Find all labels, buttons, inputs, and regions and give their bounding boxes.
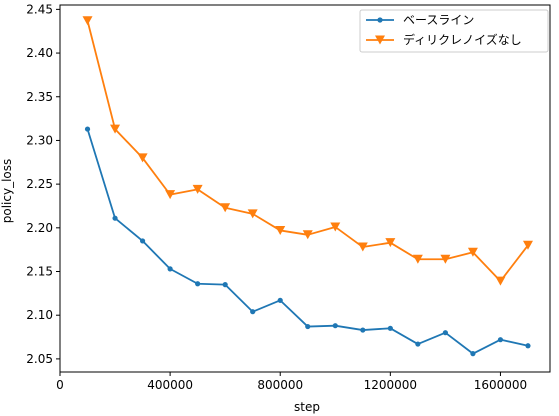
x-axis-label: step — [294, 400, 320, 414]
y-tick-label: 2.25 — [26, 177, 53, 191]
data-point — [330, 222, 341, 232]
data-point — [165, 190, 176, 200]
x-tick-label: 800000 — [257, 378, 303, 392]
y-tick-label: 2.30 — [26, 133, 53, 147]
y-tick-label: 2.20 — [26, 221, 53, 235]
data-point — [137, 153, 148, 163]
legend-marker-no-dirichlet-noise — [375, 35, 385, 45]
data-point — [412, 254, 423, 264]
data-point — [522, 240, 533, 250]
legend: ベースライン ディリクレノイズなし — [359, 9, 549, 53]
data-point — [195, 281, 201, 287]
data-point — [112, 215, 118, 221]
data-point — [470, 351, 476, 357]
legend-label-baseline: ベースライン — [403, 13, 474, 27]
y-tick-label: 2.35 — [26, 90, 53, 104]
data-point — [84, 126, 91, 132]
data-point — [302, 230, 313, 240]
legend-label-no-dirichlet-noise: ディリクレノイズなし — [403, 32, 522, 47]
x-tick-label: 1600000 — [474, 378, 527, 392]
data-point — [139, 238, 146, 244]
data-point — [497, 337, 504, 343]
legend-frame — [359, 9, 549, 53]
axes: 0 400000 800000 1200000 1600000 2.05 2.10 2.15 2… — [26, 2, 551, 392]
data-point — [385, 238, 396, 248]
data-point — [192, 184, 203, 194]
data-point — [247, 209, 258, 219]
y-tick-label: 2.05 — [26, 352, 53, 366]
data-point — [167, 266, 173, 272]
y-axis-label: policy_loss — [0, 159, 14, 224]
data-point — [415, 341, 421, 347]
data-point — [250, 309, 256, 315]
data-point — [332, 323, 338, 329]
series-line-0 — [86, 128, 529, 355]
data-point — [305, 323, 311, 330]
axes-frame — [59, 4, 551, 373]
data-point — [277, 297, 283, 303]
data-point — [525, 343, 531, 349]
y-tick-label: 2.10 — [26, 308, 53, 322]
y-tick-label: 2.45 — [26, 2, 53, 16]
y-tick-label: 2.15 — [26, 265, 53, 279]
data-point — [387, 325, 393, 331]
legend-marker-baseline — [377, 17, 383, 23]
data-point — [440, 254, 451, 264]
data-point — [220, 203, 231, 213]
data-point — [495, 276, 506, 286]
data-point — [467, 247, 478, 257]
x-tick-label: 400000 — [147, 378, 193, 392]
data-point — [357, 242, 368, 252]
data-point — [110, 124, 121, 134]
x-tick-label: 1200000 — [364, 378, 417, 392]
x-tick-label: 0 — [56, 378, 64, 392]
series-line-1 — [86, 20, 529, 283]
data-point — [442, 330, 448, 336]
data-point — [360, 327, 366, 333]
plot-area — [82, 16, 533, 357]
y-tick-label: 2.40 — [26, 46, 53, 60]
data-point — [82, 16, 93, 26]
data-point — [275, 225, 286, 235]
data-point — [222, 282, 228, 288]
